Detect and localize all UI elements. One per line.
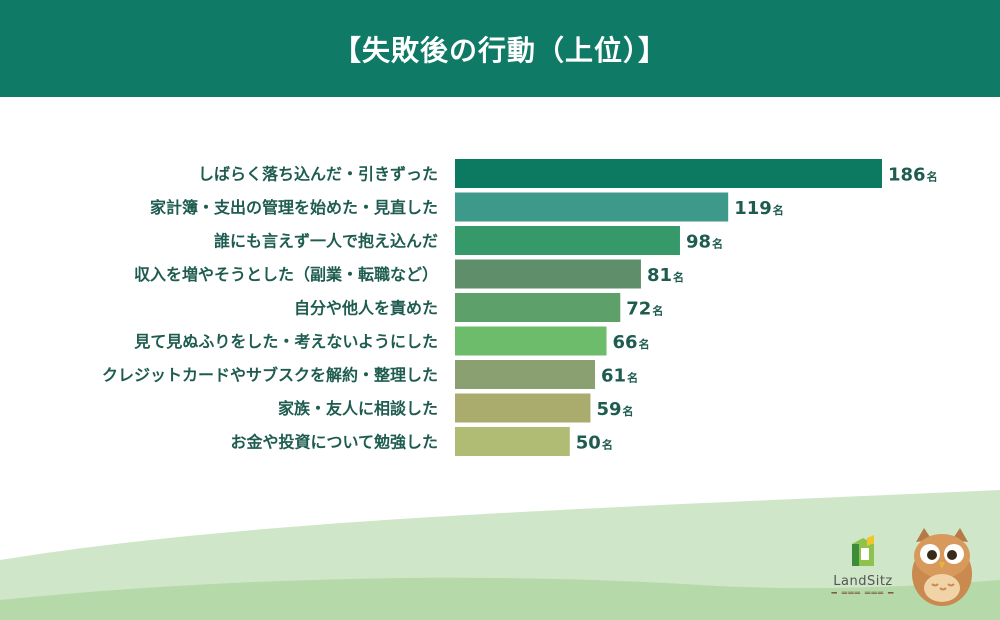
category-label: 家族・友人に相談した (278, 399, 438, 418)
value-label: 186名 (888, 165, 938, 186)
category-label: お金や投資について勉強した (230, 433, 438, 452)
bar (455, 326, 607, 356)
category-label: 誰にも言えず一人で抱え込んだ (214, 232, 438, 251)
bar (455, 360, 596, 389)
value-label: 66名 (613, 332, 650, 353)
owl-mascot-icon (912, 528, 972, 606)
house-logo-icon (852, 535, 874, 566)
bar (455, 427, 570, 456)
category-label: 自分や他人を責めた (294, 299, 438, 318)
chart-title: 【失敗後の行動（上位）】 (332, 33, 667, 67)
value-label: 81名 (647, 265, 684, 286)
category-label: しばらく落ち込んだ・引きずった (198, 165, 438, 184)
category-label: 家計簿・支出の管理を始めた・見直した (150, 198, 438, 217)
category-label: 収入を増やそうとした（副業・転職など） (134, 265, 438, 284)
category-label: 見て見ぬふりをした・考えないようにした (133, 332, 438, 351)
brand-name: LandSitz (833, 574, 893, 589)
bar (455, 226, 680, 255)
brand-tagline: ━ ═══ ═══ ━ (831, 589, 895, 599)
value-label: 61名 (601, 366, 638, 387)
bar (455, 192, 729, 222)
brand-logo: LandSitz ━ ═══ ═══ ━ (820, 534, 906, 599)
bar (455, 259, 641, 289)
title-banner: 【失敗後の行動（上位）】 (0, 0, 1000, 97)
bar (455, 159, 882, 188)
bar (455, 393, 591, 423)
value-label: 119名 (734, 198, 784, 219)
background-hills (0, 490, 1000, 620)
value-label: 59名 (596, 399, 633, 420)
category-label: クレジットカードやサブスクを解約・整理した (102, 366, 438, 385)
bar (455, 293, 621, 322)
value-label: 72名 (626, 299, 663, 320)
value-label: 98名 (686, 232, 723, 253)
value-label: 50名 (576, 433, 613, 454)
